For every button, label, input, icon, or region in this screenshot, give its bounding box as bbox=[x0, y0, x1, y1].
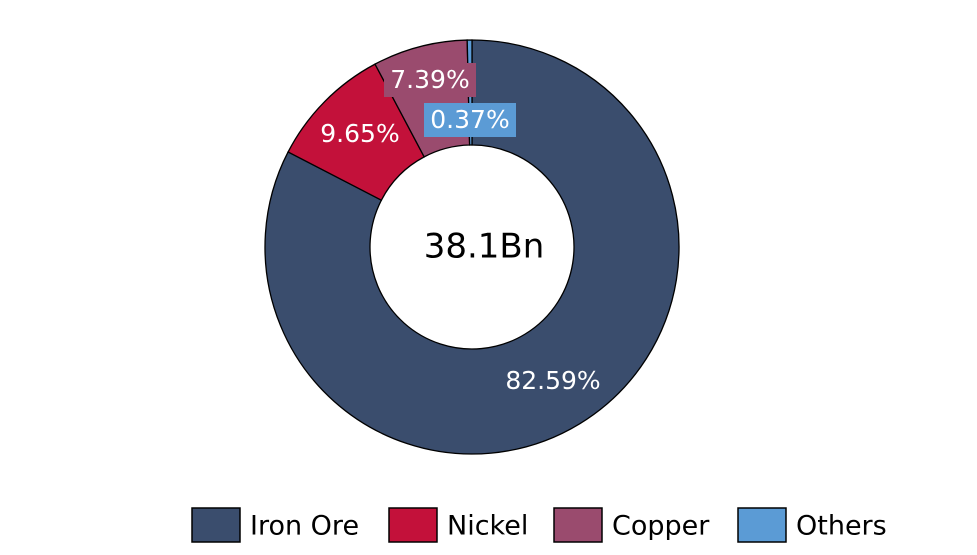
value-label: 82.59% bbox=[505, 366, 600, 395]
legend-label: Copper bbox=[612, 511, 710, 542]
legend-swatch bbox=[191, 507, 241, 543]
value-label-bg bbox=[424, 103, 516, 137]
value-label: 0.37% bbox=[430, 105, 509, 134]
legend-label: Nickel bbox=[447, 511, 528, 542]
legend-label: Iron Ore bbox=[250, 511, 359, 542]
legend-swatch bbox=[553, 507, 603, 543]
legend: Iron Ore Nickel Copper Others bbox=[191, 507, 887, 543]
value-label: 7.39% bbox=[390, 65, 469, 94]
legend-swatch bbox=[388, 507, 438, 543]
legend-label: Others bbox=[796, 511, 887, 542]
legend-swatch bbox=[737, 507, 787, 543]
value-label: 9.65% bbox=[320, 119, 399, 148]
donut-segment bbox=[264, 39, 680, 455]
donut: 82.59% 9.65% 7.39% 0.37% bbox=[264, 39, 680, 455]
value-label-bg bbox=[384, 63, 476, 97]
center-label: 38.1Bn bbox=[424, 227, 545, 267]
